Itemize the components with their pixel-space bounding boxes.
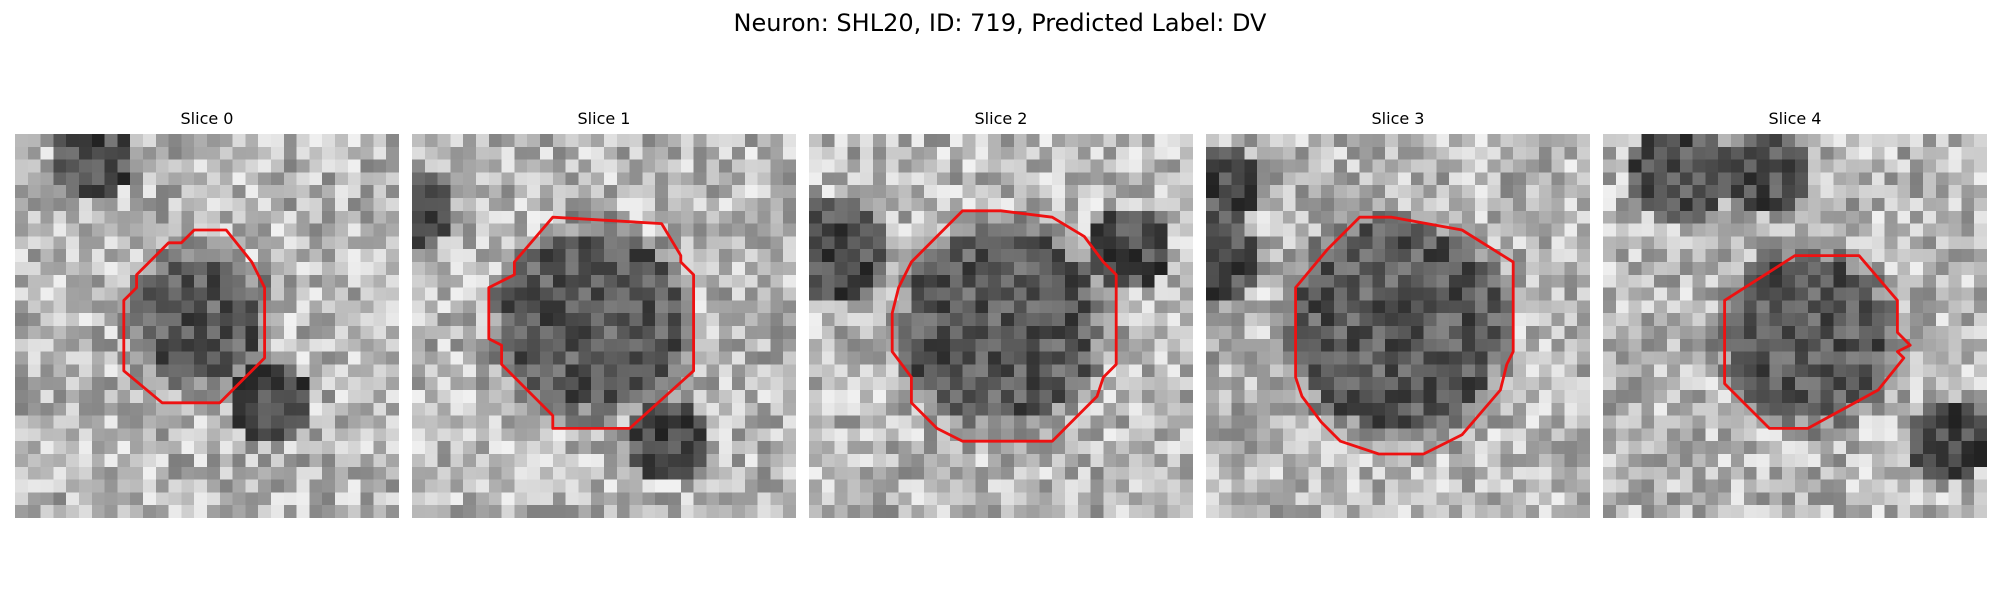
slice-panel-1: Slice 1 <box>412 108 796 518</box>
slice-title: Slice 2 <box>974 109 1028 128</box>
roi-contour <box>1723 254 1912 430</box>
slice-image <box>1603 134 1987 518</box>
slice-title: Slice 0 <box>180 109 234 128</box>
slice-panel-2: Slice 2 <box>809 108 1193 518</box>
slice-panel-3: Slice 3 <box>1206 108 1590 518</box>
slice-title: Slice 3 <box>1371 109 1425 128</box>
roi-contour <box>890 209 1118 443</box>
slice-image <box>809 134 1193 518</box>
slice-title: Slice 1 <box>577 109 631 128</box>
slice-image <box>1206 134 1590 518</box>
figure-title: Neuron: SHL20, ID: 719, Predicted Label:… <box>733 9 1267 37</box>
slice-panel-4: Slice 4 <box>1603 108 1987 518</box>
slice-image <box>412 134 796 518</box>
roi-contour <box>487 215 696 430</box>
slice-image <box>15 134 399 518</box>
slice-title: Slice 4 <box>1768 109 1822 128</box>
roi-contour <box>122 228 267 405</box>
roi-contour <box>1294 215 1515 456</box>
slice-panel-0: Slice 0 <box>15 108 399 518</box>
